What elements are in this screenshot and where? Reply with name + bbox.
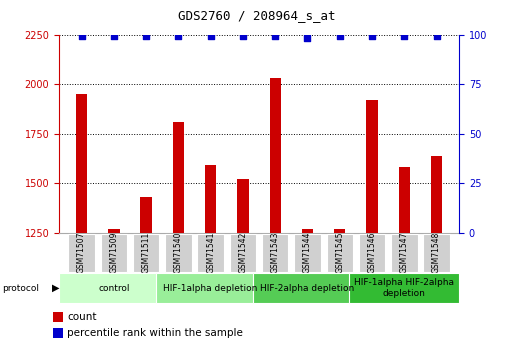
Bar — [101, 234, 127, 272]
Bar — [76, 94, 87, 345]
Bar — [68, 234, 95, 272]
Text: GSM71541: GSM71541 — [206, 232, 215, 273]
Bar — [230, 234, 256, 272]
Text: count: count — [67, 312, 97, 322]
Text: GSM71544: GSM71544 — [303, 232, 312, 274]
Bar — [399, 167, 410, 345]
Point — [110, 34, 118, 39]
Point — [368, 34, 376, 39]
Text: GSM71547: GSM71547 — [400, 232, 409, 274]
Text: GSM71543: GSM71543 — [271, 232, 280, 274]
Text: ▶: ▶ — [52, 283, 59, 293]
Point — [400, 34, 408, 39]
Text: HIF-1alpha depletion: HIF-1alpha depletion — [164, 284, 258, 293]
Point — [142, 34, 150, 39]
Bar — [423, 234, 450, 272]
Text: GSM71545: GSM71545 — [335, 232, 344, 274]
Text: protocol: protocol — [3, 284, 40, 293]
Bar — [238, 179, 249, 345]
Bar — [108, 229, 120, 345]
Text: GSM71507: GSM71507 — [77, 232, 86, 274]
Text: control: control — [98, 284, 130, 293]
Bar — [198, 234, 224, 272]
Bar — [431, 156, 442, 345]
Bar — [326, 234, 353, 272]
Bar — [391, 234, 418, 272]
Bar — [359, 234, 385, 272]
Text: GSM71542: GSM71542 — [239, 232, 247, 273]
Bar — [173, 122, 184, 345]
Bar — [366, 100, 378, 345]
Bar — [262, 234, 288, 272]
Bar — [294, 234, 321, 272]
Point — [207, 34, 215, 39]
Text: HIF-1alpha HIF-2alpha
depletion: HIF-1alpha HIF-2alpha depletion — [354, 278, 455, 298]
Point — [303, 36, 311, 41]
Text: GSM71548: GSM71548 — [432, 232, 441, 273]
Text: HIF-2alpha depletion: HIF-2alpha depletion — [260, 284, 354, 293]
Bar — [349, 273, 459, 303]
Bar — [133, 234, 160, 272]
Point — [239, 34, 247, 39]
Text: percentile rank within the sample: percentile rank within the sample — [67, 328, 243, 338]
Text: GSM71546: GSM71546 — [367, 232, 377, 274]
Text: GSM71540: GSM71540 — [174, 232, 183, 274]
Point — [432, 34, 441, 39]
Bar — [334, 229, 345, 345]
Bar — [59, 273, 169, 303]
Text: GDS2760 / 208964_s_at: GDS2760 / 208964_s_at — [177, 9, 336, 22]
Text: GSM71511: GSM71511 — [142, 232, 151, 273]
Point — [174, 34, 183, 39]
Bar — [53, 312, 63, 322]
Bar — [205, 166, 216, 345]
Bar — [302, 229, 313, 345]
Bar — [252, 273, 362, 303]
Bar — [53, 328, 63, 338]
Point — [77, 34, 86, 39]
Text: GSM71509: GSM71509 — [109, 232, 119, 274]
Point — [336, 34, 344, 39]
Bar — [269, 78, 281, 345]
Point — [271, 34, 279, 39]
Bar — [141, 197, 152, 345]
Bar — [156, 273, 266, 303]
Bar — [165, 234, 192, 272]
